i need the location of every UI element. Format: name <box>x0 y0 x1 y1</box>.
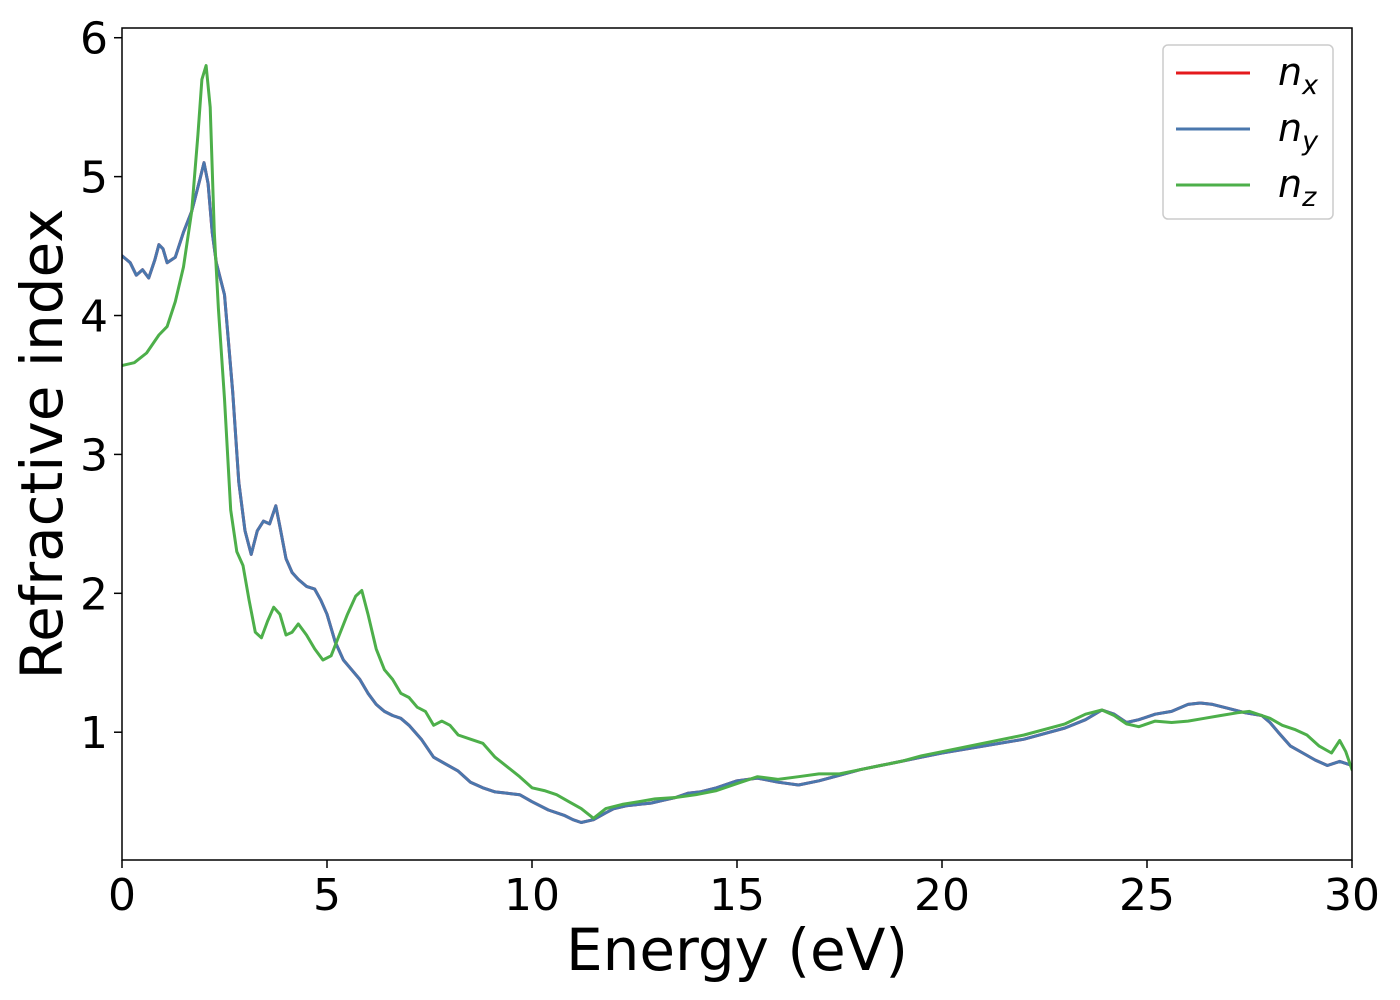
x-tick-label: 10 <box>504 870 560 921</box>
y-tick-label: 4 <box>80 292 108 343</box>
y-axis-label: Refractive index <box>8 208 76 679</box>
legend-label-subscript: x <box>1301 70 1319 101</box>
legend-label-n-x: nx <box>1278 50 1319 101</box>
x-tick-label: 0 <box>108 870 136 921</box>
y-tick-label: 5 <box>80 153 108 204</box>
x-tick-label: 15 <box>709 870 765 921</box>
ticks-layer: 0 5 10 15 20 25 30 1 2 3 4 5 6 <box>80 14 1380 921</box>
x-tick-label: 5 <box>313 870 341 921</box>
x-tick-label: 25 <box>1119 870 1175 921</box>
legend-label-n-z: nz <box>1278 162 1317 213</box>
x-tick-label: 20 <box>914 870 970 921</box>
legend-label-main: n <box>1278 50 1302 94</box>
series-layer <box>122 64 1352 824</box>
y-tick-label: 1 <box>80 708 108 759</box>
legend-label-n-y: ny <box>1278 106 1319 157</box>
x-axis-label: Energy (eV) <box>566 916 908 984</box>
legend-label-subscript: z <box>1301 182 1317 213</box>
y-tick-label: 3 <box>80 430 108 481</box>
legend-box <box>1162 44 1334 220</box>
y-tick-label: 6 <box>80 14 108 65</box>
legend-label-main: n <box>1278 162 1302 206</box>
legend-label-subscript: y <box>1301 126 1319 157</box>
y-tick-label: 2 <box>80 569 108 620</box>
x-tick-label: 30 <box>1324 870 1380 921</box>
legend-label-main: n <box>1278 106 1302 150</box>
series-line-n-z <box>122 64 1352 820</box>
